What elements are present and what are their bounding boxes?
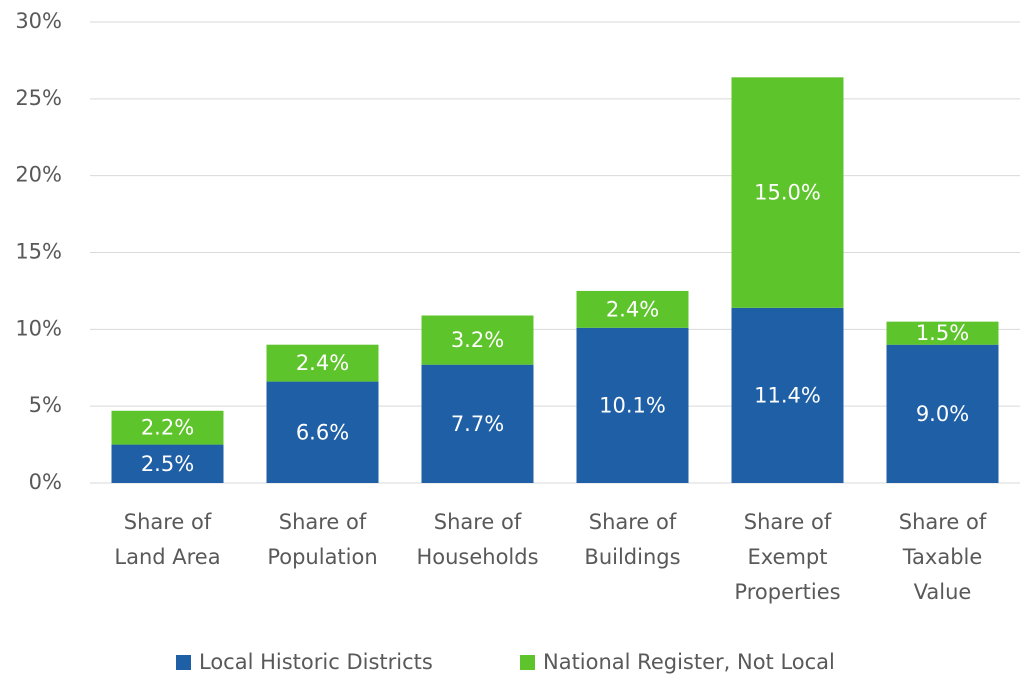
x-tick-label: Share of [434,510,522,534]
bar-segment [421,315,534,365]
x-tick-label: Share of [124,510,212,534]
x-tick-label: Share of [899,510,987,534]
x-tick-label: Land Area [114,545,220,569]
data-label: 1.5% [916,321,969,345]
legend-label: Local Historic Districts [199,650,433,674]
x-tick-label: Share of [279,510,367,534]
x-tick-label: Exempt [748,545,828,569]
bar-segment [111,410,224,445]
x-tick-label: Value [914,580,972,604]
bar-segment [731,307,844,483]
bar-segment [421,364,534,483]
x-tick-label: Buildings [584,545,680,569]
x-tick-label: Properties [734,580,840,604]
data-label: 2.4% [296,351,349,375]
bar-segment [886,344,999,483]
x-tick-label: Share of [744,510,832,534]
bar-segment [886,321,999,345]
legend-swatch [520,655,535,670]
data-label: 10.1% [599,393,666,417]
data-label: 2.5% [141,452,194,476]
bar-segment [111,444,224,483]
data-label: 3.2% [451,328,504,352]
data-label: 11.4% [754,383,821,407]
legend-label: National Register, Not Local [543,650,835,674]
data-label: 2.4% [606,297,659,321]
legend-swatch [176,655,191,670]
bar-segment [266,344,379,382]
data-label: 6.6% [296,420,349,444]
x-tick-label: Share of [589,510,677,534]
y-tick-label: 0% [29,470,62,494]
bar-segment [576,290,689,328]
bar-segment [266,381,379,483]
y-tick-label: 20% [15,163,62,187]
x-tick-label: Households [416,545,538,569]
data-label: 7.7% [451,412,504,436]
y-tick-label: 10% [15,316,62,340]
y-tick-label: 15% [15,240,62,264]
data-label: 15.0% [754,181,821,205]
bar-segment [576,327,689,483]
data-label: 2.2% [141,416,194,440]
bar-segment [731,77,844,308]
x-tick-label: Taxable [902,545,983,569]
y-tick-label: 30% [15,9,62,33]
y-tick-label: 25% [15,86,62,110]
x-tick-label: Population [267,545,377,569]
data-label: 9.0% [916,402,969,426]
y-tick-label: 5% [29,393,62,417]
